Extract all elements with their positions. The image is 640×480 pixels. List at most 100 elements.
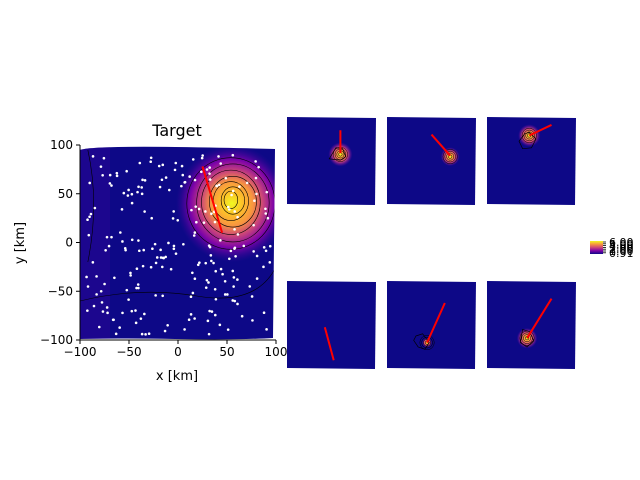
panel-contour: [519, 328, 535, 348]
station-point: [91, 155, 95, 158]
station-point: [255, 254, 259, 258]
station-point: [233, 246, 237, 250]
station-point: [232, 285, 235, 288]
station-point: [158, 185, 162, 189]
station-point: [210, 259, 213, 263]
panel-contour: [523, 334, 531, 343]
station-point: [130, 201, 134, 205]
panel-source: [440, 147, 460, 166]
station-point: [93, 206, 97, 210]
station-point: [102, 156, 106, 160]
station-point: [108, 173, 112, 177]
station-point: [231, 269, 235, 273]
station-point: [210, 310, 214, 313]
station-point: [169, 267, 173, 271]
station-point: [144, 333, 147, 336]
station-point: [140, 186, 143, 189]
station-point: [91, 261, 95, 264]
station-point: [210, 212, 213, 216]
station-point: [160, 178, 164, 182]
station-point: [95, 275, 98, 278]
panel-arrow: [430, 133, 451, 157]
station-point: [164, 255, 167, 259]
station-point: [183, 180, 187, 184]
x-tick-label: −50: [116, 345, 141, 359]
station-point: [255, 192, 258, 196]
station-point: [122, 191, 126, 195]
station-point: [159, 256, 163, 259]
station-point: [200, 156, 204, 160]
station-point: [197, 207, 201, 211]
colorbar-tick-label: 3.00: [609, 241, 634, 254]
station-point: [143, 179, 147, 182]
station-point: [101, 310, 105, 313]
station-point: [86, 309, 89, 312]
station-point: [143, 312, 146, 316]
station-point: [204, 261, 208, 265]
station-point: [236, 233, 240, 236]
panel-arrow: [426, 302, 446, 344]
station-point: [204, 210, 207, 213]
station-point: [236, 278, 239, 281]
background-shading: [80, 146, 110, 340]
contour-line: [80, 266, 275, 302]
station-point: [223, 279, 227, 283]
panel-contour: [442, 149, 458, 165]
station-point: [204, 286, 208, 289]
station-point: [89, 212, 93, 216]
target-plot: Target −100 −50 0 50 100 −100 −50 0 50 100 x [km…: [13, 121, 288, 384]
station-point: [161, 163, 165, 167]
y-tick-label: 50: [58, 187, 73, 201]
station-point: [217, 155, 220, 158]
station-point: [228, 208, 231, 211]
x-tick-label: 100: [265, 345, 288, 359]
station-point: [142, 248, 146, 252]
station-point: [174, 161, 178, 165]
station-point: [147, 332, 151, 335]
station-point: [85, 275, 88, 279]
station-point: [208, 166, 211, 169]
station-point: [105, 306, 109, 309]
station-point: [111, 318, 115, 322]
station-point: [100, 301, 104, 304]
panel-contour: [518, 132, 537, 150]
station-point: [195, 220, 198, 224]
station-point: [134, 309, 137, 312]
station-point: [137, 286, 140, 290]
station-point: [206, 319, 210, 323]
colorbar-ticks: 6.005.004.003.002.001.000.91: [603, 236, 634, 260]
station-point: [137, 239, 140, 242]
station-point: [207, 244, 211, 247]
station-point: [120, 208, 124, 211]
station-point: [207, 281, 210, 284]
station-point: [176, 218, 180, 222]
station-point: [252, 223, 255, 227]
station-point: [250, 295, 254, 298]
station-point: [213, 287, 217, 291]
x-tick-label: 0: [174, 345, 182, 359]
station-point: [248, 285, 252, 288]
station-point: [130, 192, 134, 196]
station-point: [264, 212, 268, 215]
station-point: [193, 317, 196, 320]
station-point: [181, 173, 185, 177]
station-point: [149, 156, 153, 160]
prediction-panel: [287, 281, 376, 369]
station-point: [219, 267, 223, 271]
station-point: [141, 264, 145, 268]
station-point: [135, 286, 138, 290]
panel-background: [387, 281, 476, 369]
station-point: [219, 162, 223, 165]
station-point: [265, 328, 268, 331]
station-point: [164, 176, 168, 179]
colorbar-tick-label: 4.00: [609, 240, 634, 253]
station-point: [141, 178, 144, 182]
station-point: [255, 277, 259, 280]
station-point: [198, 261, 201, 264]
station-point: [231, 299, 235, 302]
station-point: [154, 261, 158, 265]
station-point: [129, 274, 132, 277]
station-point: [217, 183, 221, 187]
colorbar-tick-label: 0.91: [609, 247, 634, 260]
panel-arrow: [526, 298, 553, 339]
